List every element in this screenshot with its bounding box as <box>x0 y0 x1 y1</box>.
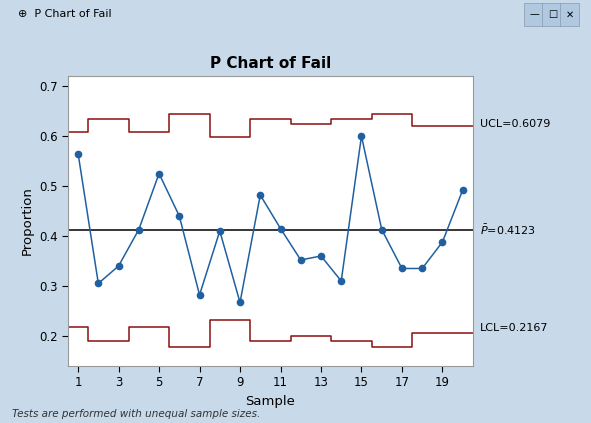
Bar <box>524 3 543 26</box>
Bar <box>560 3 579 26</box>
Bar <box>542 3 561 26</box>
Text: $\bar{P}$=0.4123: $\bar{P}$=0.4123 <box>480 223 536 237</box>
Text: —: — <box>530 9 540 19</box>
Text: □: □ <box>548 9 557 19</box>
Text: ⊕  P Chart of Fail: ⊕ P Chart of Fail <box>18 9 111 19</box>
Title: P Chart of Fail: P Chart of Fail <box>210 56 331 71</box>
X-axis label: Sample: Sample <box>245 395 296 408</box>
Y-axis label: Proportion: Proportion <box>20 187 33 255</box>
Text: UCL=0.6079: UCL=0.6079 <box>480 118 550 129</box>
Text: ✕: ✕ <box>566 9 574 19</box>
Text: Tests are performed with unequal sample sizes.: Tests are performed with unequal sample … <box>12 409 260 419</box>
Text: LCL=0.2167: LCL=0.2167 <box>480 323 548 332</box>
